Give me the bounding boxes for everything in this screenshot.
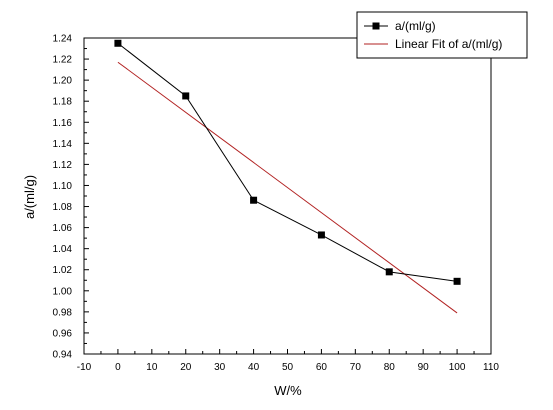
y-tick-label: 1.04 bbox=[53, 244, 73, 255]
y-tick-label: 1.20 bbox=[53, 76, 73, 87]
x-tick-label: 10 bbox=[146, 362, 158, 373]
x-axis-ticks: -10 0 10 20 30 40 50 60 70 80 90 100 110 bbox=[77, 349, 499, 373]
x-tick-label: 50 bbox=[282, 362, 294, 373]
y-tick-label: 1.24 bbox=[53, 34, 73, 45]
y-tick-label: 1.18 bbox=[53, 97, 73, 108]
y-tick-label: 0.96 bbox=[53, 328, 73, 339]
y-tick-label: 1.08 bbox=[53, 202, 73, 213]
y-tick-label: 1.10 bbox=[53, 181, 73, 192]
legend-marker-square bbox=[372, 22, 380, 30]
data-point-marker bbox=[182, 92, 190, 100]
data-point-marker bbox=[453, 277, 461, 285]
y-tick-label: 1.16 bbox=[53, 118, 73, 129]
legend-label-fit: Linear Fit of a/(ml/g) bbox=[395, 37, 502, 51]
data-point-marker bbox=[114, 39, 122, 47]
y-tick-label: 1.14 bbox=[53, 139, 73, 150]
linear-fit-line bbox=[117, 61, 458, 314]
y-tick-label: 1.06 bbox=[53, 223, 73, 234]
x-tick-label: 90 bbox=[418, 362, 430, 373]
x-tick-label: 30 bbox=[214, 362, 226, 373]
x-tick-label: 70 bbox=[350, 362, 362, 373]
legend-box bbox=[356, 11, 528, 59]
y-tick-label: 0.98 bbox=[53, 307, 73, 318]
x-axis-title: W/% bbox=[274, 383, 302, 398]
y-tick-label: 1.22 bbox=[53, 55, 73, 66]
series-layer bbox=[114, 39, 461, 314]
legend-label-data: a/(ml/g) bbox=[395, 19, 436, 33]
x-tick-label: 60 bbox=[316, 362, 328, 373]
x-tick-label: 100 bbox=[449, 362, 466, 373]
data-point-marker bbox=[250, 196, 258, 204]
x-tick-label: 110 bbox=[483, 362, 499, 373]
x-tick-label: 20 bbox=[180, 362, 192, 373]
x-tick-label: -10 bbox=[77, 362, 92, 373]
legend: a/(ml/g) Linear Fit of a/(ml/g) bbox=[356, 11, 528, 59]
y-tick-label: 1.12 bbox=[53, 160, 73, 171]
y-tick-label: 0.94 bbox=[53, 350, 73, 361]
x-tick-label: 0 bbox=[115, 362, 121, 373]
y-axis-ticks: 0.94 0.96 0.98 1.00 1.02 1.04 1.06 1.08 1.10 1.12… bbox=[53, 34, 89, 361]
data-point-marker bbox=[385, 268, 393, 276]
data-point-marker bbox=[317, 231, 325, 239]
x-tick-label: 80 bbox=[384, 362, 396, 373]
x-tick-label: 40 bbox=[248, 362, 260, 373]
data-series-line bbox=[117, 42, 458, 282]
y-axis-title: a/(ml/g) bbox=[22, 175, 37, 219]
y-tick-label: 1.02 bbox=[53, 265, 73, 276]
plot-frame bbox=[83, 37, 492, 355]
y-tick-label: 1.00 bbox=[53, 286, 73, 297]
